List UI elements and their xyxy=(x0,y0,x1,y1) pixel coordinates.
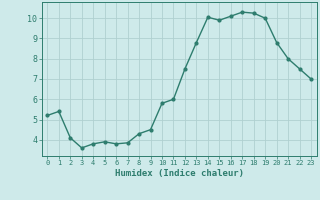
X-axis label: Humidex (Indice chaleur): Humidex (Indice chaleur) xyxy=(115,169,244,178)
